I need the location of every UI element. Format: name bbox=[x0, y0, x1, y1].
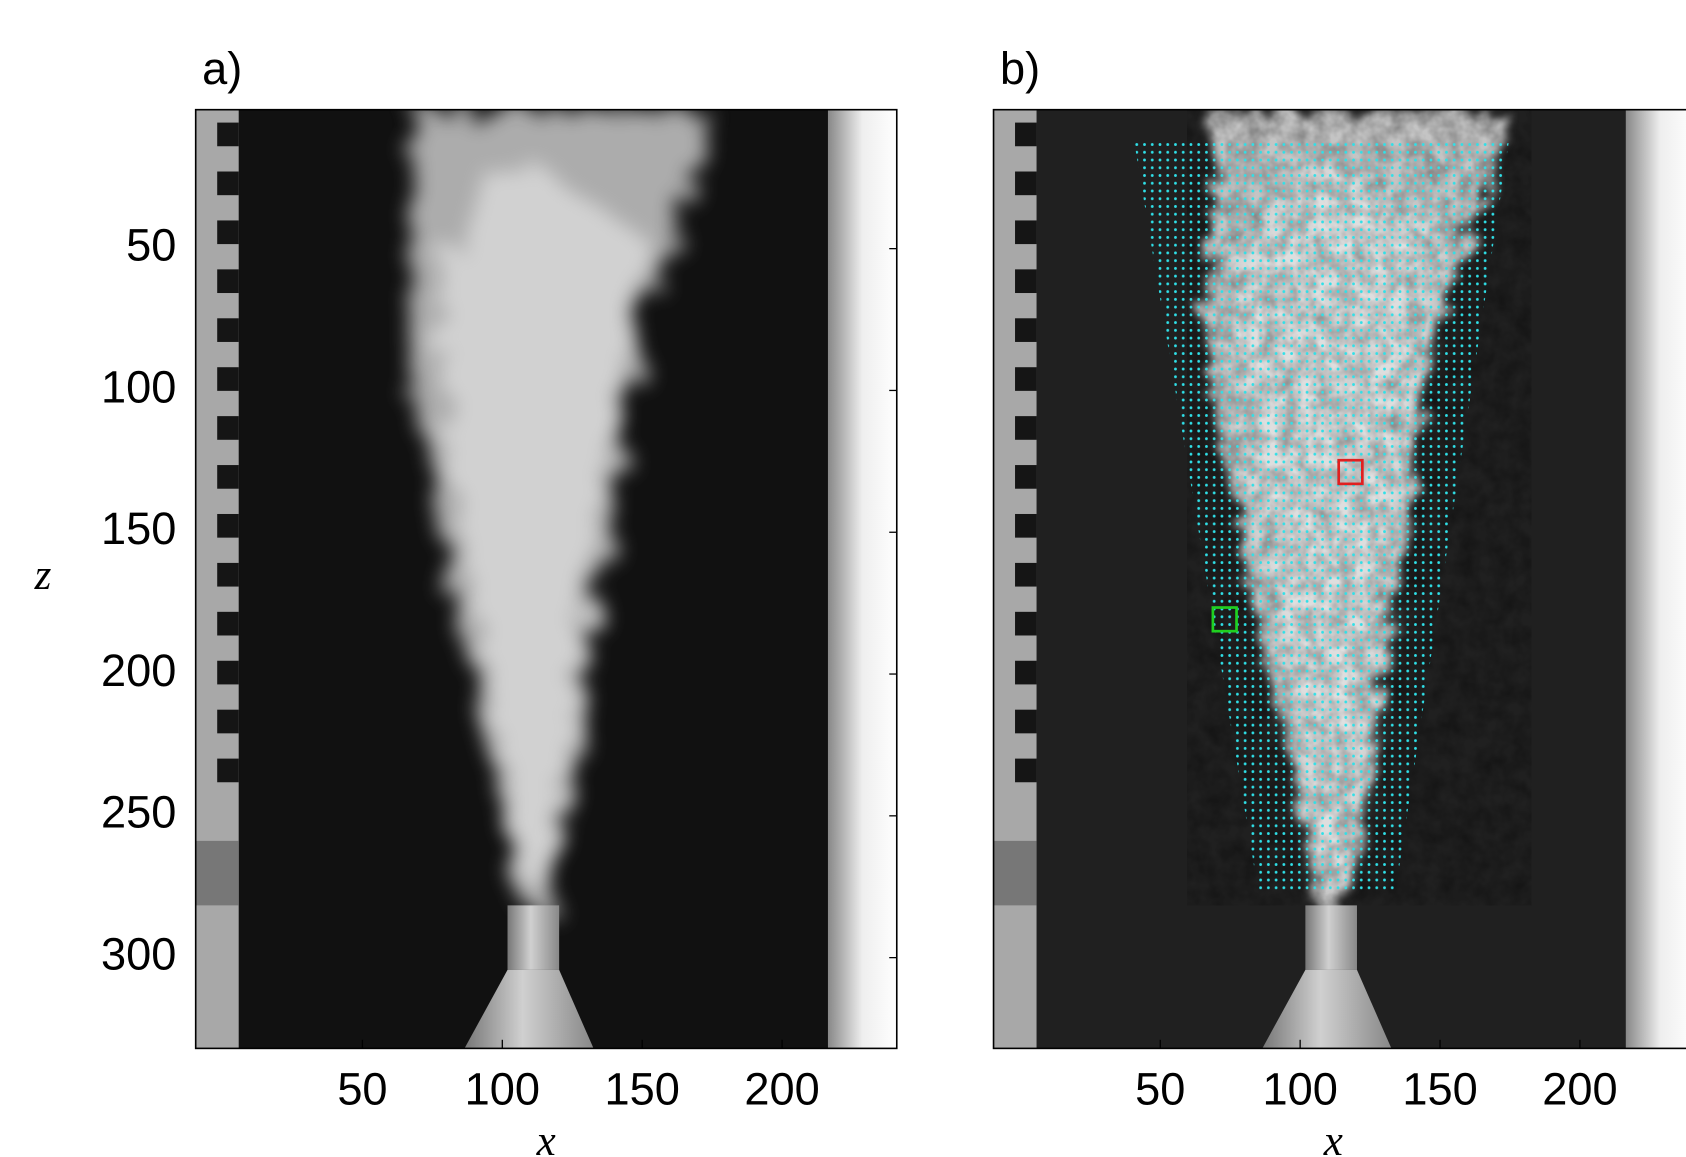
y-tick-label: 300 bbox=[101, 929, 176, 980]
y-tick-label: 250 bbox=[101, 787, 176, 838]
scale-mark bbox=[1015, 122, 1037, 147]
scale-mark bbox=[217, 269, 239, 294]
scale-mark bbox=[1015, 367, 1037, 391]
y-tick-label: 50 bbox=[126, 220, 176, 271]
scale-patch bbox=[195, 840, 239, 906]
x-tick-label: 200 bbox=[1542, 1063, 1617, 1114]
nozzle-cone bbox=[464, 969, 594, 1049]
green-window bbox=[1211, 606, 1238, 633]
nozzle-neck bbox=[507, 905, 560, 970]
red-window bbox=[1337, 458, 1364, 486]
nozzle-cone bbox=[1262, 969, 1392, 1049]
scale-mark bbox=[1015, 758, 1037, 783]
scale-mark bbox=[217, 709, 239, 734]
scale-mark bbox=[1015, 171, 1037, 196]
scale-mark bbox=[217, 367, 239, 391]
scale-mark bbox=[1015, 709, 1037, 734]
x-tick-label: 150 bbox=[605, 1063, 680, 1114]
scale-mark bbox=[1015, 513, 1037, 538]
scale-mark bbox=[217, 465, 239, 489]
scale-mark bbox=[1015, 269, 1037, 294]
y-tick-label: 100 bbox=[101, 361, 176, 412]
x-tick-label: 50 bbox=[1135, 1063, 1185, 1114]
x-tick-label: 100 bbox=[1262, 1063, 1337, 1114]
panel-title: b) bbox=[1000, 43, 1040, 94]
plume-core bbox=[437, 152, 648, 884]
scale-mark bbox=[1015, 611, 1037, 636]
scale-mark bbox=[1015, 220, 1037, 245]
scale-mark bbox=[1015, 660, 1037, 685]
x-tick-label: 50 bbox=[337, 1063, 387, 1114]
scale-mark bbox=[217, 513, 239, 538]
y-tick-label: 150 bbox=[101, 503, 176, 554]
scale-mark bbox=[217, 171, 239, 196]
scale-patch bbox=[993, 840, 1037, 906]
image-panel bbox=[195, 109, 897, 1049]
scale-mark bbox=[217, 318, 239, 342]
scale-mark bbox=[1015, 562, 1037, 587]
y-axis-label: z bbox=[34, 552, 52, 599]
y-tick-label: 200 bbox=[101, 645, 176, 696]
x-tick-label: 150 bbox=[1402, 1063, 1477, 1114]
x-axis-label: x bbox=[536, 1118, 556, 1157]
panel-title: a) bbox=[202, 43, 242, 94]
axes-frame bbox=[992, 108, 1686, 1050]
scale-mark bbox=[217, 416, 239, 440]
scale-mark bbox=[1015, 465, 1037, 489]
image-panel bbox=[993, 109, 1686, 1049]
scale-mark bbox=[217, 562, 239, 587]
x-tick-label: 200 bbox=[744, 1063, 819, 1114]
scale-mark bbox=[217, 220, 239, 245]
scale-mark bbox=[217, 660, 239, 685]
scale-mark bbox=[217, 122, 239, 147]
scale-mark bbox=[217, 611, 239, 636]
axes-frame bbox=[194, 108, 898, 1050]
sample-grid bbox=[1134, 143, 1509, 891]
scale-mark bbox=[1015, 318, 1037, 342]
x-axis-label: x bbox=[1323, 1118, 1343, 1157]
nozzle-neck bbox=[1305, 905, 1357, 970]
scale-mark bbox=[1015, 416, 1037, 440]
bright-strip bbox=[1625, 109, 1686, 1049]
x-tick-label: 100 bbox=[465, 1063, 540, 1114]
bright-strip bbox=[827, 109, 897, 1049]
scale-mark bbox=[217, 758, 239, 783]
